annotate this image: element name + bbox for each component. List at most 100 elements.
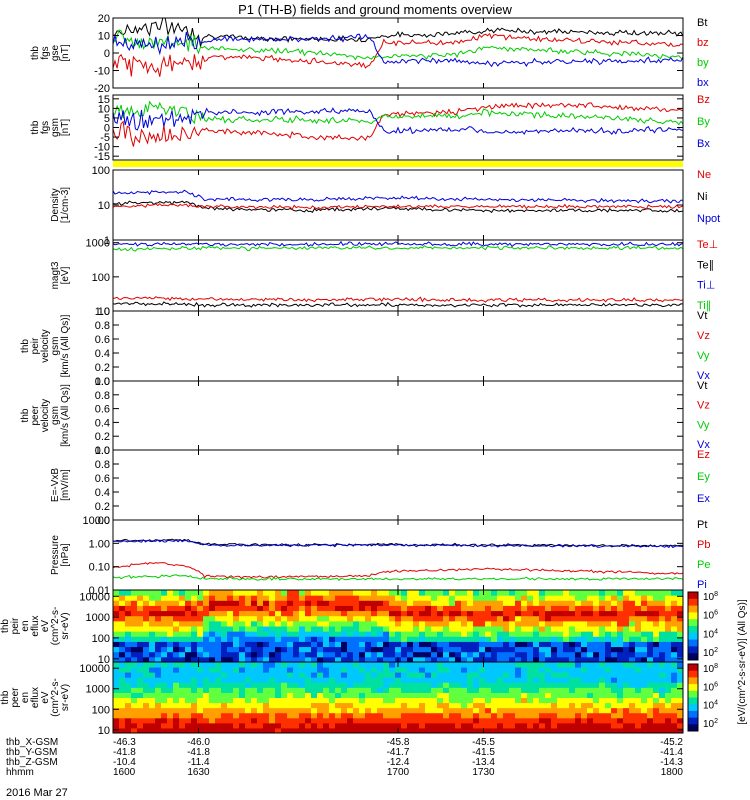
spectrogram-cell [605,600,612,606]
spectrogram-cell [461,707,468,714]
spectrogram-cell [125,707,132,714]
spectrogram-cell [329,651,336,658]
spectrogram-cell [611,605,618,612]
spectrogram-cell [203,610,210,617]
spectrogram-cell [515,662,522,668]
spectrogram-cell [521,702,528,709]
spectrogram-cell [587,600,594,606]
spectrogram-cell [563,620,570,627]
spectrogram-cell [527,707,534,714]
spectrogram-cell [515,722,522,729]
spectrogram-cell [551,626,558,632]
spectrogram-cell [125,682,132,688]
spectrogram-cell [269,702,276,709]
spectrogram-cell [185,717,192,724]
spectrogram-cell [359,615,366,622]
spectrogram-cell [125,600,132,606]
spectrogram-cell [575,631,582,637]
spectrogram-cell [401,687,408,693]
legend-density-Ne: Ne [697,169,711,181]
spectrogram-cell [431,712,438,719]
spectrogram-cell [401,667,408,673]
spectrogram-cell [263,631,270,637]
spectrogram-cell [197,727,204,733]
spectrogram-cell [359,717,366,724]
spectrogram-cell [461,656,468,662]
legend-peer_velocity-Vz: Vz [697,400,710,412]
spectrogram-cell [341,707,348,714]
spectrogram-cell [113,631,120,637]
spectrogram-cell [557,697,564,704]
spectrogram-cell [149,636,156,642]
spectrogram-cell [245,656,252,662]
spectrogram-cell [203,667,210,673]
spectrogram-cell [245,667,252,673]
spectrogram-cell [605,595,612,601]
spectrogram-cell [491,677,498,683]
spectrogram-cell [251,687,258,693]
spectrogram-cell [185,641,192,648]
spectrogram-cell [353,672,360,678]
spectrogram-cell [173,717,180,724]
spectrogram-cell [515,682,522,688]
spectrogram-cell [545,682,552,688]
legend-density-Ni: Ni [697,191,707,203]
spectrogram-cell [389,662,396,668]
spectrogram-cell [197,600,204,606]
spectrogram-cell [659,707,666,714]
spectrogram-cell [497,717,504,724]
spectrogram-cell [377,610,384,617]
spectrogram-cell [653,662,660,668]
spectrogram-cell [515,605,522,612]
y-tick-label: 0.01 [89,585,110,597]
spectrogram-cell [551,615,558,622]
spectrogram-cell [503,697,510,704]
spectrogram-cell [245,600,252,606]
spectrogram-cell [131,697,138,704]
spectrogram-cell [515,595,522,601]
spectrogram-cell [659,626,666,632]
spectrogram-cell [209,626,216,632]
spectrogram-cell [647,672,654,678]
spectrogram-cell [659,646,666,653]
spectrogram-cell [533,717,540,724]
spectrogram-cell [641,595,648,601]
series-fgs_gsm-Bx [113,107,683,136]
spectrogram-cell [263,620,270,627]
spectrogram-cell [191,605,198,612]
spectrogram-cell [563,600,570,606]
spectrogram-cell [227,610,234,617]
spectrogram-cell [233,651,240,658]
spectrogram-cell [323,672,330,678]
spectrogram-cell [509,605,516,612]
spectrogram-cell [179,707,186,714]
spectrogram-cell [443,717,450,724]
spectrogram-cell [173,667,180,673]
spectrogram-cell [227,636,234,642]
spectrogram-cell [395,631,402,637]
spectrogram-cell [287,651,294,658]
orbit-row-value: -46.0 [187,737,210,748]
spectrogram-cell [185,636,192,642]
spectrogram-cell [161,682,168,688]
spectrogram-cell [203,707,210,714]
spectrogram-cell [377,590,384,596]
spectrogram-cell [311,595,318,601]
colorbar-swatch [688,612,698,620]
spectrogram-cell [635,697,642,704]
y-tick-label: 0.2 [95,362,110,374]
spectrogram-cell [647,717,654,724]
spectrogram-cell [245,697,252,704]
spectrogram-cell [557,610,564,617]
spectrogram-cell [497,727,504,733]
spectrogram-cell [437,692,444,698]
spectrogram-cell [233,600,240,606]
spectrogram-cell [209,610,216,617]
spectrogram-cell [413,600,420,606]
spectrogram-cell [395,712,402,719]
spectrogram-cell [311,620,318,627]
spectrogram-cell [581,702,588,709]
spectrogram-cell [221,651,228,658]
spectrogram-cell [119,631,126,637]
spectrogram-cell [215,717,222,724]
